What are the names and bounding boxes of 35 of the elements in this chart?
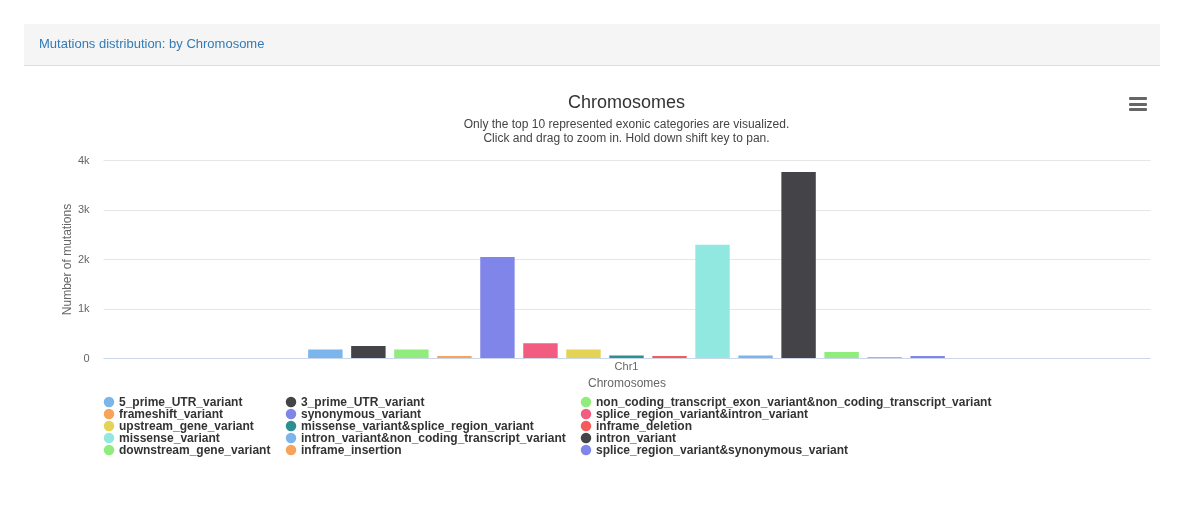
legend-label: missense_variant xyxy=(119,431,220,445)
chart-subtitle: Only the top 10 represented exonic categories are visualized. Click and drag to zoom in. Hold down shift key to pan. xyxy=(463,117,790,145)
legend-label: splice_region_variant&synonymous_variant xyxy=(596,443,849,457)
y-tick-label: 4k xyxy=(77,153,90,166)
bar xyxy=(824,352,859,358)
y-tick-label: 1k xyxy=(77,302,90,314)
y-tick-label: 2k xyxy=(77,252,90,265)
legend-label: frameshift_variant xyxy=(119,407,224,421)
chart-title: Chromosomes xyxy=(567,92,686,112)
bar xyxy=(480,257,515,358)
bar xyxy=(781,171,816,358)
legend-label: downstream_gene_variant xyxy=(119,443,271,457)
bar xyxy=(523,343,558,358)
x-axis-title: Chromosomes xyxy=(587,375,667,390)
legend-label: inframe_insertion xyxy=(301,443,402,457)
legend-label: splice_region_variant&intron_variant xyxy=(596,407,809,421)
legend-label: inframe_deletion xyxy=(596,419,693,433)
legend-label: missense_variant&splice_region_variant xyxy=(301,419,534,433)
bar xyxy=(394,349,429,358)
legend-label: 5_prime_UTR_variant xyxy=(119,395,243,409)
legend-label: non_coding_transcript_exon_variant&non_coding_transcript_variant xyxy=(596,395,992,409)
legend-label: intron_variant&non_coding_transcript_variant xyxy=(301,431,566,445)
legend-label: intron_variant xyxy=(596,431,677,445)
y-axis-title: Number of mutations xyxy=(59,203,74,316)
text: Mutations distribution: by Chromosome xyxy=(39,36,265,51)
legend-label: synonymous_variant xyxy=(301,407,422,421)
bar xyxy=(695,244,730,358)
legend-label: 3_prime_UTR_variant xyxy=(301,395,425,409)
bar xyxy=(308,349,343,358)
bar xyxy=(351,346,386,358)
legend-label: upstream_gene_variant xyxy=(119,419,254,433)
y-tick-label: 0 xyxy=(83,351,90,364)
y-tick-label: 3k xyxy=(77,203,90,215)
bar xyxy=(566,349,601,358)
x-tick-label: Chr1 xyxy=(614,359,639,372)
